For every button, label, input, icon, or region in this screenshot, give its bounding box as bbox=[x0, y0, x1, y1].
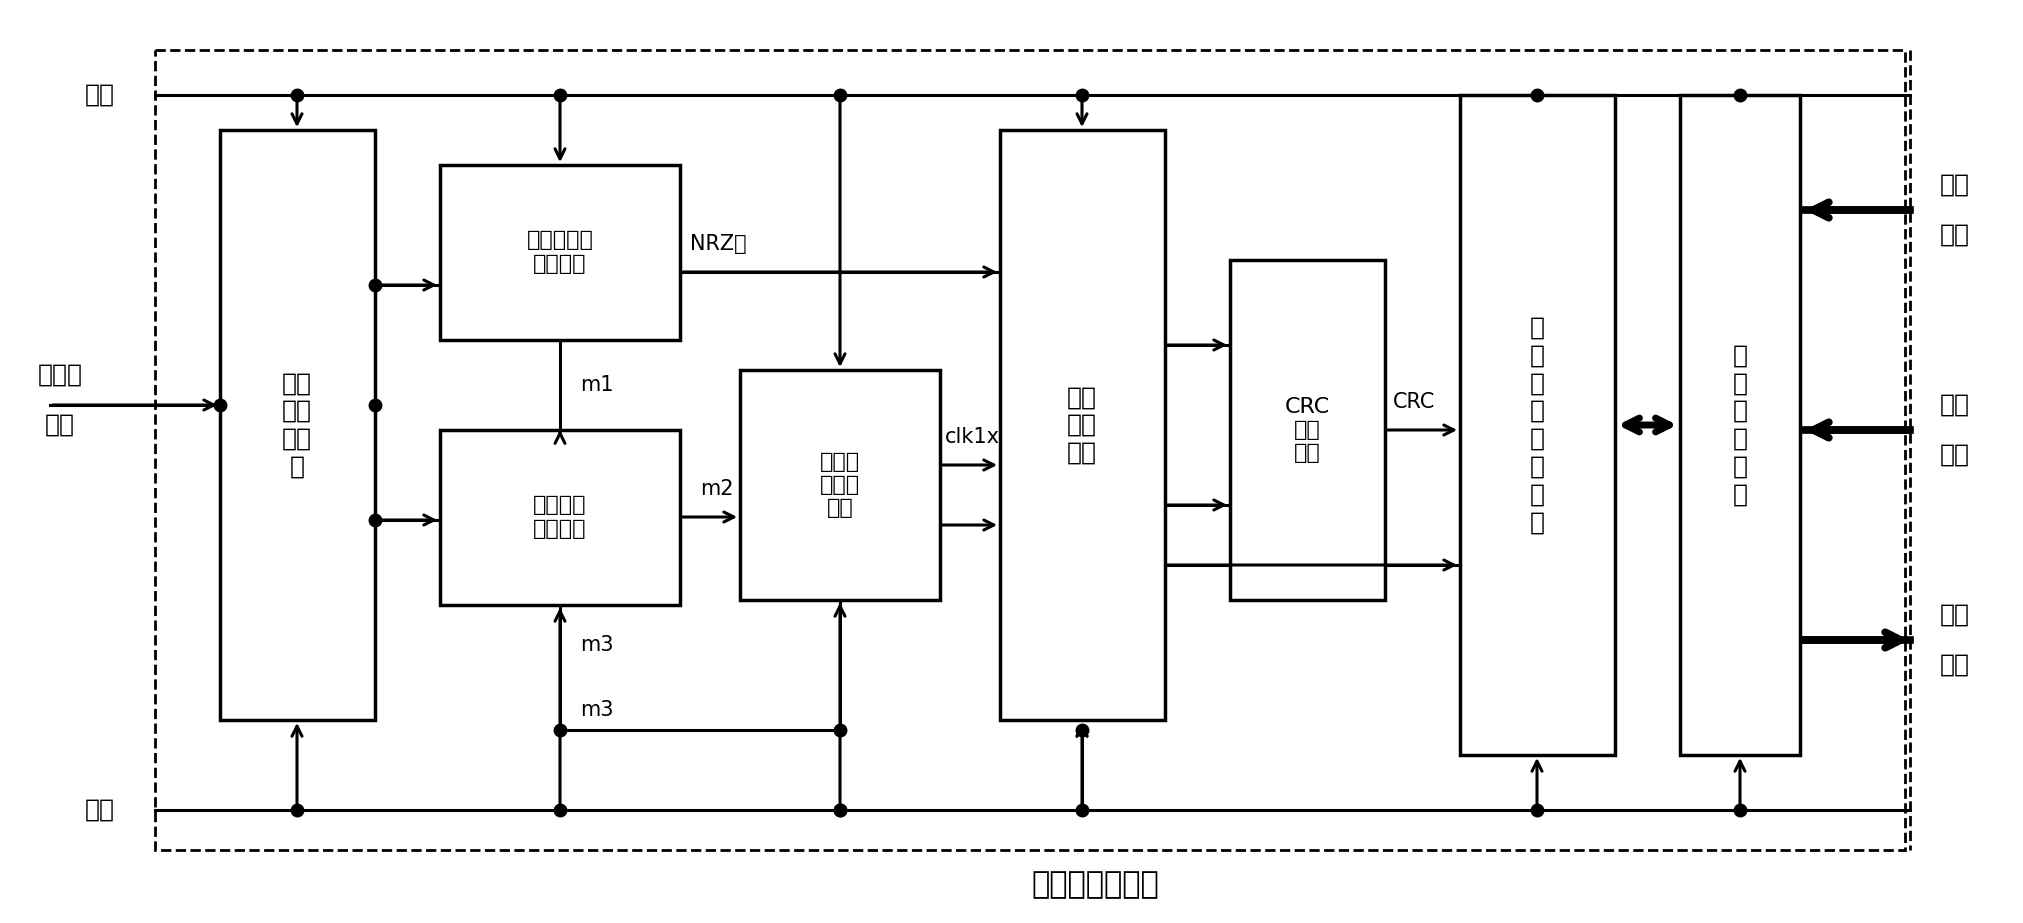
Text: 可编程逻辑器件: 可编程逻辑器件 bbox=[1030, 870, 1159, 900]
Bar bbox=[740, 370, 939, 600]
Bar bbox=[999, 130, 1165, 720]
Text: CRC: CRC bbox=[1392, 392, 1434, 412]
Text: 同步时
钟提取
单元: 同步时 钟提取 单元 bbox=[819, 451, 860, 518]
Bar bbox=[221, 130, 374, 720]
Text: m3: m3 bbox=[581, 635, 613, 655]
Text: m2: m2 bbox=[700, 479, 732, 499]
Text: clk1x: clk1x bbox=[945, 427, 999, 447]
Text: 地址: 地址 bbox=[1938, 393, 1968, 417]
Bar bbox=[1679, 95, 1798, 755]
Bar bbox=[156, 50, 1904, 850]
Text: CRC
校验
单元: CRC 校验 单元 bbox=[1285, 397, 1329, 463]
Bar bbox=[1230, 260, 1384, 600]
Text: 同步
头检
测单
元: 同步 头检 测单 元 bbox=[281, 371, 312, 479]
Text: 复位: 复位 bbox=[85, 798, 115, 822]
Text: 数
据
寄
存
器
组
单
元: 数 据 寄 存 器 组 单 元 bbox=[1529, 316, 1544, 534]
Bar bbox=[439, 430, 680, 605]
Text: 总线: 总线 bbox=[1938, 223, 1968, 247]
Text: 编码器: 编码器 bbox=[38, 363, 83, 387]
Text: 信号: 信号 bbox=[45, 413, 75, 437]
Text: m3: m3 bbox=[581, 700, 613, 720]
Bar bbox=[439, 165, 680, 340]
Bar bbox=[1459, 95, 1614, 755]
Text: 控制: 控制 bbox=[1938, 173, 1968, 197]
Text: 数据: 数据 bbox=[1938, 603, 1968, 627]
Text: 时钟: 时钟 bbox=[85, 83, 115, 107]
Text: NRZ码: NRZ码 bbox=[690, 234, 746, 254]
Text: 使能信号
产生单元: 使能信号 产生单元 bbox=[532, 496, 587, 539]
Text: 曼彿斯特码
解码单元: 曼彿斯特码 解码单元 bbox=[526, 231, 593, 273]
Text: m1: m1 bbox=[581, 375, 613, 395]
Text: 总线: 总线 bbox=[1938, 653, 1968, 677]
Text: 总线: 总线 bbox=[1938, 443, 1968, 467]
Text: 串并
转换
单元: 串并 转换 单元 bbox=[1066, 385, 1096, 465]
Text: 并
行
接
口
单
元: 并 行 接 口 单 元 bbox=[1732, 343, 1746, 507]
